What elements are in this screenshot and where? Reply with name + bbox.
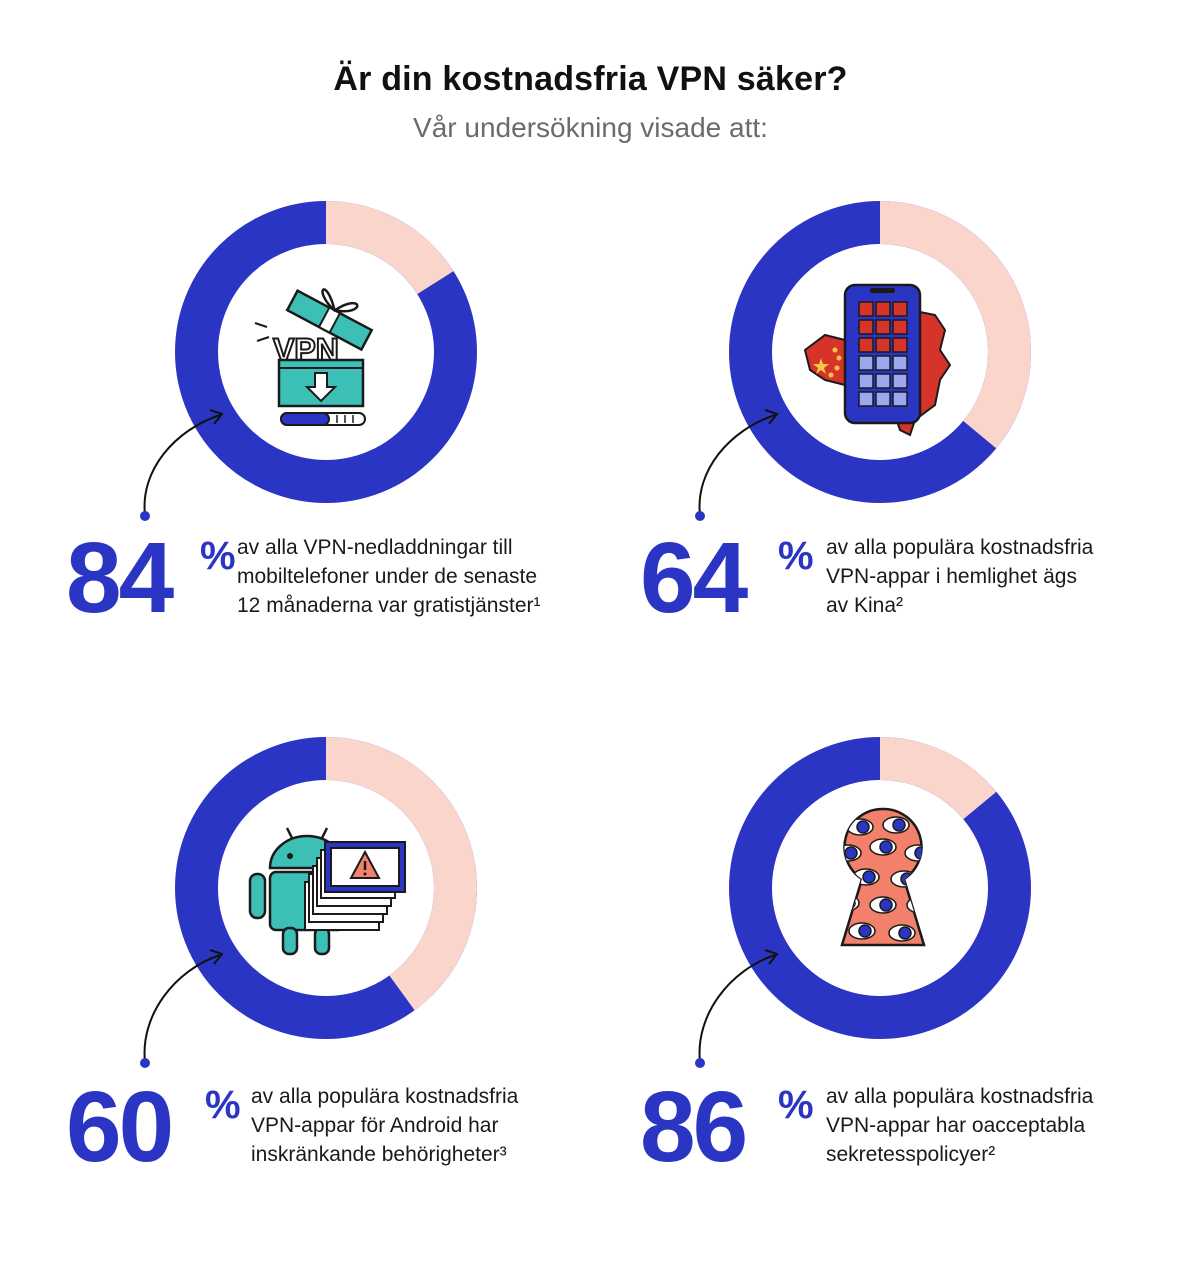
china-phone-icon [795, 280, 965, 440]
donut-chart-64 [729, 201, 1031, 503]
keyhole-eyes-icon [838, 805, 928, 950]
percent-sign: % [200, 534, 236, 578]
android-warning-icon [245, 820, 415, 960]
stat-description: av alla VPN-nedladdningar till mobiltele… [237, 536, 541, 617]
donut-chart-86 [729, 737, 1031, 1039]
vpn-gift-download-icon: VPN [245, 275, 395, 435]
stat-description: av alla populära kostnadsfria VPN-appar … [826, 536, 1094, 617]
arrow-icon [140, 409, 224, 521]
donut-chart-84 [175, 201, 477, 503]
page-subtitle: Vår undersökning visade att: [413, 112, 768, 143]
stat-value: 64 [640, 522, 748, 634]
stat-value: 60 [66, 1071, 174, 1183]
donut-chart-60 [175, 737, 477, 1039]
stat-description: av alla populära kostnadsfria VPN-appar … [826, 1085, 1094, 1166]
percent-sign: % [778, 534, 814, 578]
arrow-icon [695, 949, 779, 1068]
stat-description: av alla populära kostnadsfria VPN-appar … [251, 1085, 519, 1166]
arrow-icon [695, 409, 779, 521]
arrow-icon [140, 949, 224, 1068]
page-title: Är din kostnadsfria VPN säker? [333, 60, 848, 98]
percent-sign: % [778, 1083, 814, 1127]
percent-sign: % [205, 1083, 241, 1127]
stat-value: 84 [66, 522, 174, 634]
stat-value: 86 [640, 1071, 748, 1183]
